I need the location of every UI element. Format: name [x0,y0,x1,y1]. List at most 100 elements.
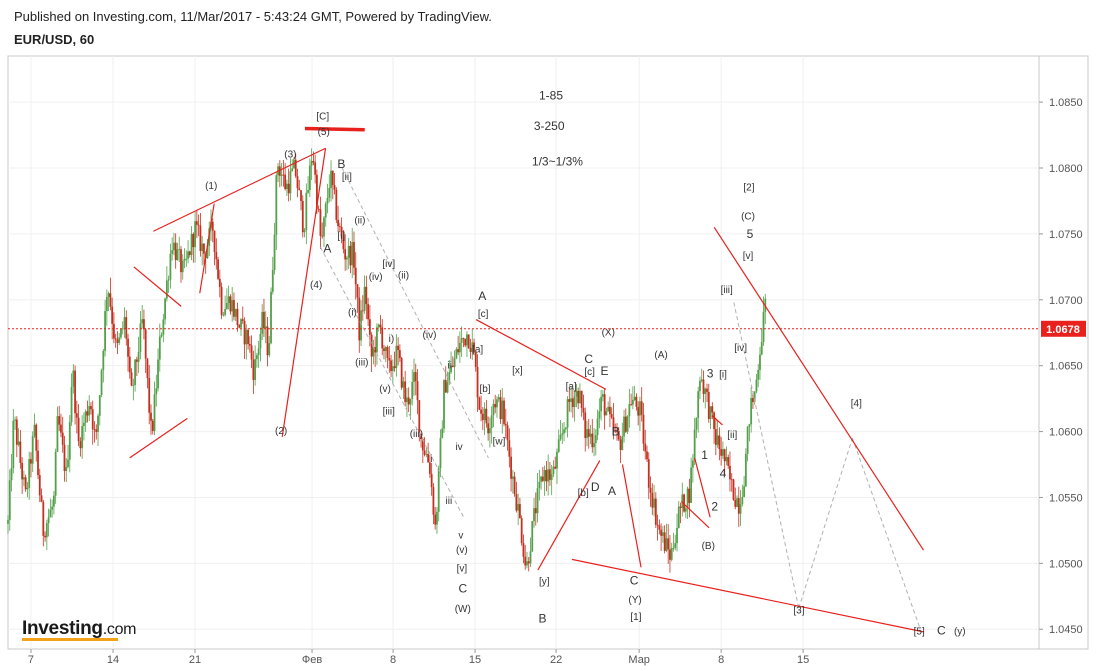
candle-body [591,433,594,448]
candle-body [750,397,753,425]
candle-body [550,474,553,480]
candle-body [344,249,347,260]
wave-label: [b] [479,384,490,395]
candle-body [676,528,678,544]
wave-label: B [337,157,345,171]
candle-body [471,342,474,352]
candle-body [672,547,675,549]
candle-body [28,459,31,488]
candle-body [488,428,491,434]
candle-body [746,426,749,454]
candle-body [725,457,728,462]
candle-body [527,561,530,564]
candle-body [681,494,684,508]
candle-body [529,551,532,564]
wave-label: [i] [719,370,727,381]
candle-body [263,311,265,329]
x-tick-label: 14 [107,654,119,666]
wave-label: i [430,454,432,465]
candle-body [598,411,601,419]
candle-body [481,413,484,421]
candle-body [19,441,22,463]
candle-body [736,498,738,507]
candle-body [328,188,331,198]
candle-body [360,310,362,341]
candle-body [760,342,763,355]
candle-body [543,470,546,481]
x-tick-label: 15 [797,654,809,666]
candle-body [31,436,34,464]
wave-label: [3] [793,605,804,616]
candle-body [180,249,182,273]
candle-body [310,160,313,166]
candle-body [105,296,108,312]
candle-body [301,200,304,233]
candle-body [178,249,181,251]
candle-body [467,334,470,349]
wave-label: A [323,241,331,255]
wave-label: (4) [310,280,322,291]
candle-body [363,286,366,311]
candle-body [44,535,46,538]
candle-body [700,379,703,381]
candle-body [252,359,255,381]
candle-body [58,416,61,425]
wave-label: (iv) [369,272,383,283]
candle-body [730,479,733,481]
candle-body [323,217,325,237]
candle-body [98,395,101,416]
candle-body [224,308,227,315]
candle-body [14,419,16,421]
candle-body [729,465,731,480]
candle-body [674,543,677,548]
candle-body [711,406,714,413]
candle-body [476,366,479,398]
wave-top-marker [304,126,365,132]
candle-body [342,236,345,250]
candle-body [628,404,631,417]
candle-body [77,417,80,442]
candle-body [541,476,544,481]
candle-body [384,347,387,352]
candle-body [383,348,385,352]
candle-body [155,388,158,395]
candle-body [171,250,174,254]
wave-label: [iv] [382,259,395,270]
wave-label: D [591,480,600,494]
candle-body [176,249,179,261]
candle-body [533,508,535,522]
candle-body [284,174,287,190]
candle-body [716,435,719,445]
candle-body [549,469,551,480]
candle-body [75,413,78,418]
candle-body [651,492,654,508]
candle-body [538,481,541,489]
candle-body [229,296,232,312]
candle-body [695,418,698,430]
candle-body [317,208,320,210]
candle-body [520,518,523,543]
candle-body [331,170,334,186]
price-axis-panel[interactable] [1038,55,1089,650]
candle-body [247,329,249,345]
candle-body [330,170,332,189]
candle-body [188,251,191,255]
candle-body [51,506,54,510]
candle-body [300,190,302,201]
candle-body [420,433,422,439]
candle-body [109,293,112,307]
candle-body [402,381,405,388]
candle-body [137,351,140,362]
candle-body [259,333,262,349]
investing-logo[interactable]: Investing.com [22,618,137,640]
candle-body [67,459,69,468]
candle-body [451,365,454,367]
x-tick-label: 21 [189,654,201,666]
candle-body [554,466,557,469]
wave-label: (3) [284,149,296,160]
candle-body [457,349,460,353]
wave-label: C [630,573,639,587]
candle-body [414,372,417,382]
candle-body [434,514,437,525]
